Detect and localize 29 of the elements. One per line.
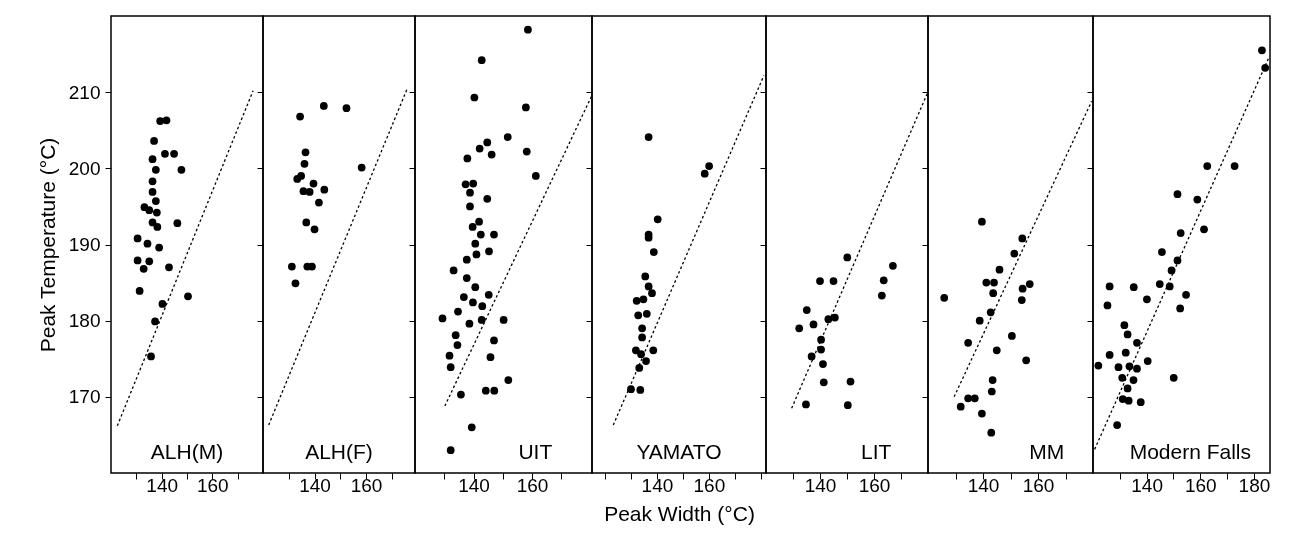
x-tick-label: 160 [1184,474,1217,496]
x-tick-label: 140 [641,474,674,496]
x-tick-label: 140 [458,474,490,496]
x-tick-label: 140 [804,474,837,496]
y-tick-label: 180 [68,310,101,332]
x-tick-label: 180 [1238,474,1271,496]
x-tick-label: 160 [1022,474,1055,496]
annotation: UIT [518,440,553,463]
x-tick-label: 140 [1131,474,1163,496]
annotation: ALH(F) [305,440,373,463]
x-tick-label: 160 [858,474,891,496]
y-tick-label: 170 [68,386,101,408]
x-axis-title: Peak Width (°C) [604,501,755,525]
x-tick-label: 140 [299,474,331,496]
annotation: MM [1029,440,1065,463]
x-tick-label: 140 [146,474,179,496]
y-tick-label: 210 [68,81,101,103]
y-tick-label: 200 [68,157,101,179]
annotation: LIT [860,440,892,463]
y-axis-title: Peak Temperature (°C) [35,137,59,353]
annotation: YAMATO [636,440,722,463]
x-tick-label: 140 [967,474,1000,496]
annotation: ALH(M) [150,440,224,463]
y-tick-label: 190 [68,234,101,255]
x-tick-label: 160 [196,474,229,496]
x-tick-label: 160 [693,474,726,496]
annotation: Modern Falls [1129,440,1252,463]
x-tick-label: 160 [350,474,383,496]
x-tick-label: 160 [516,474,549,496]
